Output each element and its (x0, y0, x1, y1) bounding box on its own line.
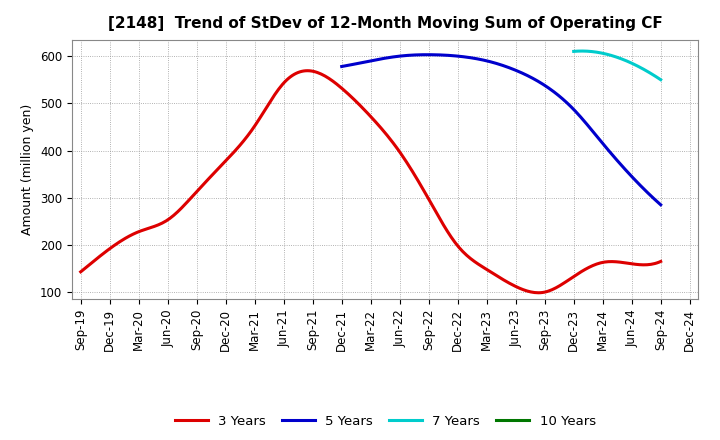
5 Years (338, 64, 346, 69)
3 Years (423, 195, 432, 200)
Line: 3 Years: 3 Years (81, 71, 661, 293)
Y-axis label: Amount (million yen): Amount (million yen) (22, 104, 35, 235)
5 Years (424, 52, 433, 57)
7 Years (649, 72, 657, 77)
5 Years (607, 151, 616, 157)
3 Years (569, 274, 577, 279)
7 Years (621, 58, 630, 63)
5 Years (628, 174, 636, 180)
Title: [2148]  Trend of StDev of 12-Month Moving Sum of Operating CF: [2148] Trend of StDev of 12-Month Moving… (108, 16, 662, 32)
3 Years (433, 212, 442, 217)
7 Years (623, 59, 631, 64)
7 Years (657, 77, 665, 82)
3 Years (606, 259, 615, 264)
3 Years (657, 259, 665, 264)
3 Years (78, 268, 87, 273)
7 Years (570, 49, 578, 54)
5 Years (534, 79, 542, 84)
Line: 7 Years: 7 Years (574, 51, 661, 80)
5 Years (338, 64, 347, 69)
7 Years (570, 49, 578, 54)
3 Years (303, 68, 312, 73)
Legend: 3 Years, 5 Years, 7 Years, 10 Years: 3 Years, 5 Years, 7 Years, 10 Years (175, 415, 595, 428)
3 Years (534, 290, 543, 295)
7 Years (621, 58, 630, 63)
3 Years (422, 192, 431, 197)
5 Years (657, 202, 665, 207)
7 Years (643, 69, 652, 74)
5 Years (528, 76, 537, 81)
7 Years (577, 48, 586, 54)
Line: 5 Years: 5 Years (342, 55, 661, 205)
5 Years (527, 75, 536, 81)
3 Years (76, 269, 85, 275)
